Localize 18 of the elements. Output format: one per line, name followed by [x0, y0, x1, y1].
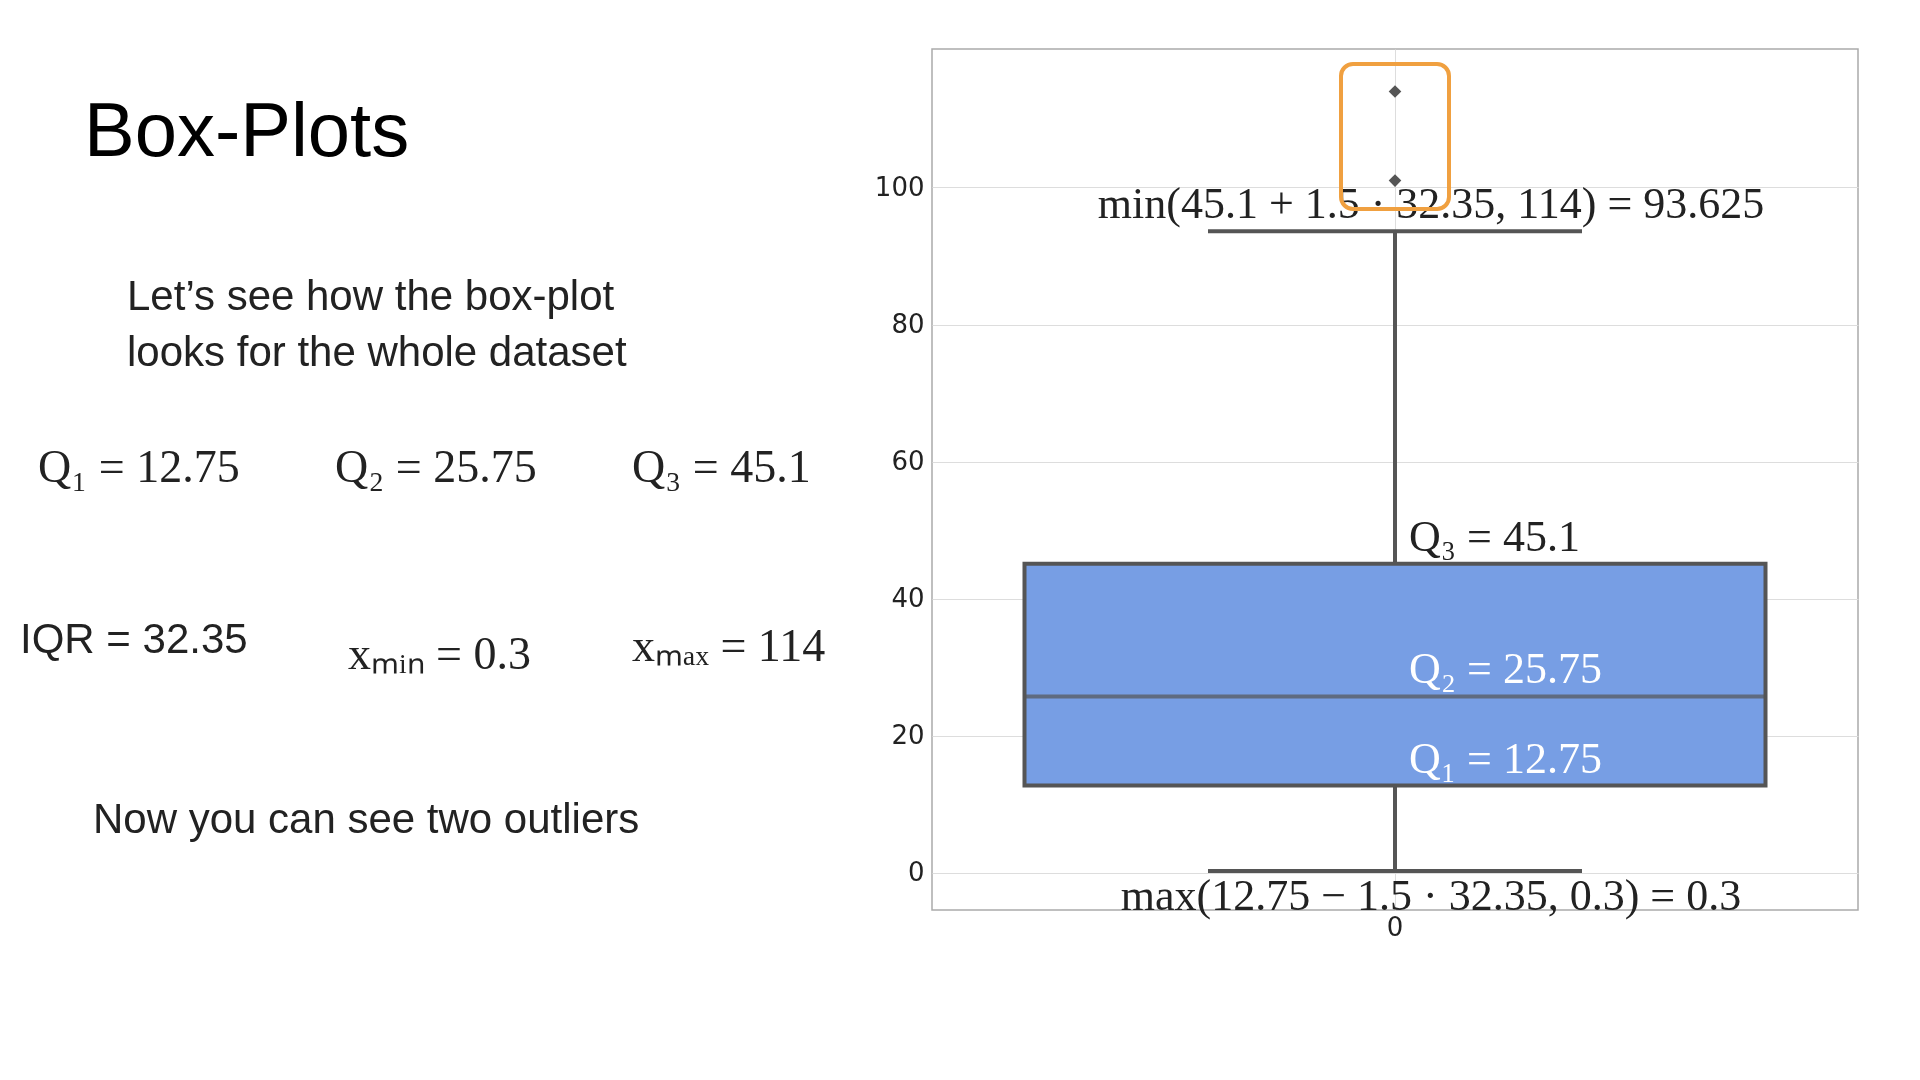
y-tick-label: 0 [907, 857, 925, 888]
y-tick-label: 20 [891, 720, 925, 751]
annotation: Q₂ = 25.75 [1409, 644, 1602, 694]
text: IQR = 32.35 [20, 615, 248, 663]
y-tick-label: 40 [891, 583, 925, 614]
text: Let’s see how the box-plot looks for the whole dataset [127, 271, 628, 377]
y-tick-label: 60 [891, 446, 925, 477]
text: Q₁ = 12.75 [38, 440, 240, 493]
text: xₘₐₓ = 114 [632, 619, 826, 673]
y-tick-label: 100 [874, 171, 925, 202]
text: xₘᵢₙ = 0.3 [348, 627, 531, 681]
text: Box-Plots [84, 86, 410, 173]
annotation: Q₁ = 12.75 [1409, 733, 1602, 783]
y-tick-label: 80 [891, 309, 925, 340]
text: Q₃ = 45.1 [632, 440, 811, 493]
annotation: Q₃ = 45.1 [1409, 511, 1580, 561]
text: Q₂ = 25.75 [335, 440, 537, 493]
text: Now you can see two outliers [93, 795, 640, 843]
